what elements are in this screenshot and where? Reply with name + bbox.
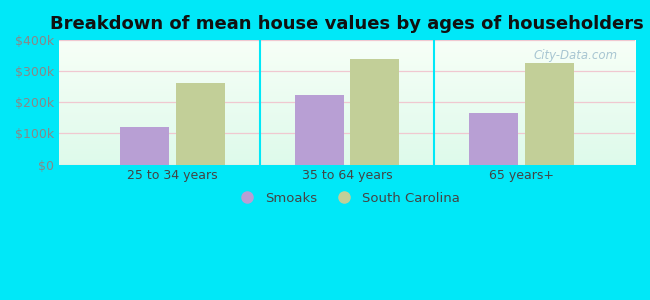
Bar [176,83,225,165]
Text: City-Data.com: City-Data.com [534,49,618,62]
Bar [525,63,574,165]
Bar [469,113,518,165]
Bar [294,94,343,165]
Title: Breakdown of mean house values by ages of householders: Breakdown of mean house values by ages o… [50,15,644,33]
Legend: Smoaks, South Carolina: Smoaks, South Carolina [228,187,465,210]
Bar [350,59,399,165]
Bar [120,127,169,165]
